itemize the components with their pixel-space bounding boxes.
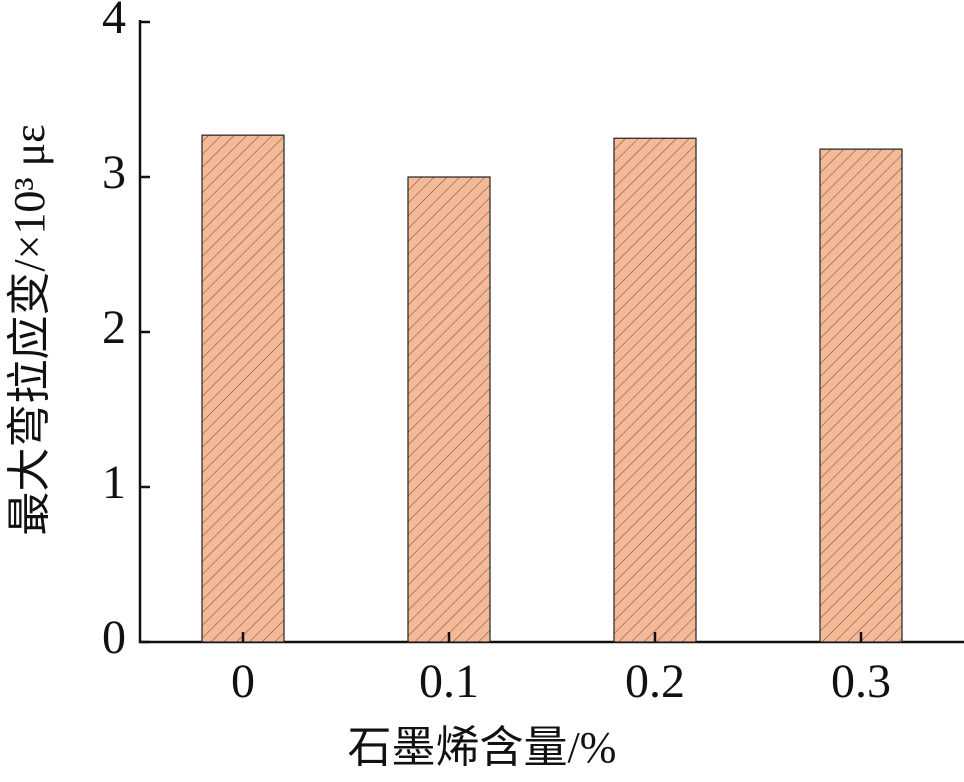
y-tick-label: 0 [102, 611, 126, 664]
x-tick-label: 0.2 [625, 655, 685, 708]
y-tick-label: 3 [102, 146, 126, 199]
bar [407, 176, 491, 643]
x-tick-label: 0.1 [419, 655, 479, 708]
bar [201, 134, 285, 643]
bar [613, 137, 697, 643]
y-tick-label: 1 [102, 456, 126, 509]
x-tick-label: 0 [231, 655, 255, 708]
y-tick-label: 4 [102, 0, 126, 44]
y-tick-label: 2 [102, 301, 126, 354]
bar [819, 148, 903, 643]
x-axis-title: 石墨烯含量/% [348, 723, 617, 772]
y-axis-title: 最大弯拉应变/×10³ με [5, 124, 54, 535]
x-tick-label: 0.3 [831, 655, 891, 708]
